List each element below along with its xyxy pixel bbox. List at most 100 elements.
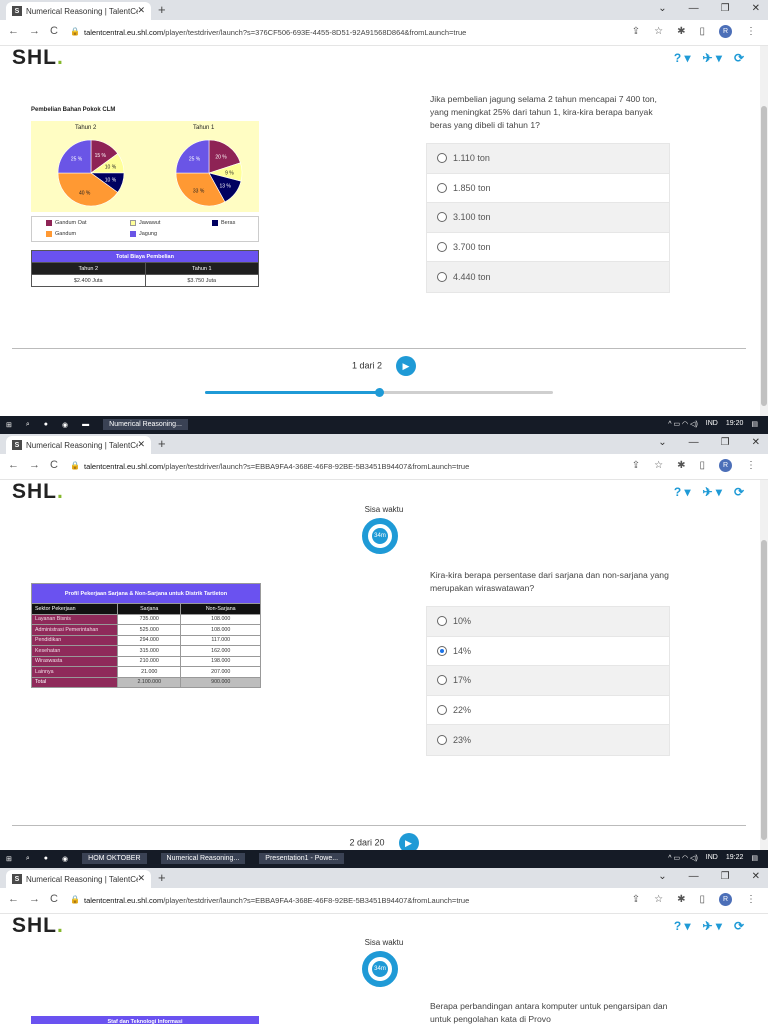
- notification-icon[interactable]: ▤: [751, 855, 758, 862]
- taskbar-app-icon[interactable]: ●: [43, 421, 49, 428]
- side-panel-icon[interactable]: ▯: [699, 894, 705, 905]
- reload-icon[interactable]: C: [50, 459, 58, 471]
- answer-option[interactable]: 1.110 ton: [427, 144, 669, 174]
- answer-option[interactable]: 14%: [427, 637, 669, 666]
- profile-avatar[interactable]: R: [719, 25, 732, 38]
- radio-icon[interactable]: [437, 153, 447, 164]
- taskbar-window-button[interactable]: Numerical Reasoning...: [160, 853, 246, 864]
- help-icon[interactable]: ? ▾: [673, 485, 691, 499]
- lock-icon[interactable]: 🔒: [70, 461, 80, 470]
- profile-avatar[interactable]: R: [719, 893, 732, 906]
- notification-icon[interactable]: ▤: [751, 421, 758, 428]
- exit-icon[interactable]: ⟳: [733, 485, 744, 499]
- firefox-icon[interactable]: ◉: [62, 421, 69, 429]
- answer-option[interactable]: 3.100 ton: [427, 203, 669, 233]
- url-field[interactable]: talentcentral.eu.shl.com/player/testdriv…: [84, 896, 469, 905]
- back-icon[interactable]: ←: [8, 893, 19, 905]
- minimize-icon[interactable]: —: [688, 437, 699, 448]
- browser-tab[interactable]: S Numerical Reasoning | TalentCe ✕: [6, 2, 151, 20]
- restore-icon[interactable]: ❐: [720, 437, 730, 448]
- exit-icon[interactable]: ⟳: [733, 919, 744, 933]
- browser-tab[interactable]: S Numerical Reasoning | TalentCe ✕: [6, 870, 151, 888]
- tab-search-icon[interactable]: ⌄: [658, 437, 667, 448]
- forward-icon[interactable]: →: [29, 25, 40, 37]
- new-tab-icon[interactable]: +: [158, 2, 166, 17]
- forward-icon[interactable]: →: [29, 459, 40, 471]
- radio-icon[interactable]: [437, 616, 447, 627]
- extensions-icon[interactable]: ✱: [677, 894, 686, 905]
- close-window-icon[interactable]: ✕: [751, 3, 760, 14]
- extensions-icon[interactable]: ✱: [677, 26, 686, 37]
- accessibility-icon[interactable]: ✈ ▾: [702, 51, 722, 65]
- accessibility-icon[interactable]: ✈ ▾: [702, 485, 722, 499]
- scrollbar-thumb[interactable]: [761, 106, 767, 406]
- restore-icon[interactable]: ❐: [720, 3, 730, 14]
- radio-icon[interactable]: [437, 271, 447, 282]
- url-field[interactable]: talentcentral.eu.shl.com/player/testdriv…: [84, 28, 466, 37]
- taskbar-search-icon[interactable]: ⌕: [25, 420, 30, 428]
- forward-icon[interactable]: →: [29, 893, 40, 905]
- restore-icon[interactable]: ❐: [720, 871, 730, 882]
- language-indicator[interactable]: IND: [705, 854, 718, 861]
- side-panel-icon[interactable]: ▯: [699, 460, 705, 471]
- help-icon[interactable]: ? ▾: [673, 51, 691, 65]
- next-button[interactable]: ▶: [398, 833, 419, 850]
- menu-icon[interactable]: ⋮: [746, 894, 756, 905]
- profile-avatar[interactable]: R: [719, 459, 732, 472]
- close-window-icon[interactable]: ✕: [751, 437, 760, 448]
- close-tab-icon[interactable]: ✕: [137, 873, 145, 883]
- share-icon[interactable]: ⇪: [631, 460, 641, 471]
- tab-search-icon[interactable]: ⌄: [658, 871, 667, 882]
- scrollbar[interactable]: [760, 480, 768, 850]
- scrollbar-thumb[interactable]: [761, 540, 767, 840]
- share-icon[interactable]: ⇪: [631, 894, 641, 905]
- browser-tab[interactable]: S Numerical Reasoning | TalentCe ✕: [6, 436, 151, 454]
- lock-icon[interactable]: 🔒: [70, 27, 80, 36]
- folder-icon[interactable]: ▬: [82, 421, 90, 428]
- radio-icon[interactable]: [437, 734, 447, 745]
- lock-icon[interactable]: 🔒: [70, 895, 80, 904]
- close-window-icon[interactable]: ✕: [751, 871, 760, 882]
- reload-icon[interactable]: C: [50, 893, 58, 905]
- back-icon[interactable]: ←: [8, 25, 19, 37]
- radio-icon[interactable]: [437, 241, 447, 252]
- clock[interactable]: 19:22: [725, 854, 744, 861]
- answer-option[interactable]: 22%: [427, 696, 669, 725]
- bookmark-star-icon[interactable]: ☆: [654, 26, 664, 37]
- tray-icons[interactable]: ^ ▭ ◠ ◁): [668, 421, 698, 428]
- radio-icon[interactable]: [437, 704, 447, 715]
- next-button[interactable]: ▶: [396, 356, 417, 376]
- taskbar-app-icon[interactable]: ●: [43, 855, 49, 862]
- exit-icon[interactable]: ⟳: [733, 51, 744, 65]
- radio-icon[interactable]: [437, 182, 447, 193]
- accessibility-icon[interactable]: ✈ ▾: [702, 919, 722, 933]
- answer-option[interactable]: 1.850 ton: [427, 174, 669, 203]
- new-tab-icon[interactable]: +: [158, 870, 166, 885]
- extensions-icon[interactable]: ✱: [677, 460, 686, 471]
- taskbar-search-icon[interactable]: ⌕: [25, 854, 30, 862]
- bookmark-star-icon[interactable]: ☆: [654, 460, 664, 471]
- radio-icon[interactable]: [437, 675, 447, 686]
- close-tab-icon[interactable]: ✕: [137, 439, 145, 449]
- help-icon[interactable]: ? ▾: [673, 919, 691, 933]
- windows-start-icon[interactable]: ⊞: [6, 855, 12, 863]
- minimize-icon[interactable]: —: [688, 871, 699, 882]
- radio-icon[interactable]: [437, 212, 447, 223]
- windows-start-icon[interactable]: ⊞: [6, 421, 12, 429]
- menu-icon[interactable]: ⋮: [746, 460, 756, 471]
- radio-selected-icon[interactable]: [437, 645, 447, 656]
- bookmark-star-icon[interactable]: ☆: [654, 894, 664, 905]
- taskbar-window-button[interactable]: HOM OKTOBER: [82, 853, 147, 864]
- menu-icon[interactable]: ⋮: [746, 26, 756, 37]
- answer-option[interactable]: 10%: [427, 607, 669, 637]
- scrollbar[interactable]: [760, 46, 768, 416]
- back-icon[interactable]: ←: [8, 459, 19, 471]
- new-tab-icon[interactable]: +: [158, 436, 166, 451]
- side-panel-icon[interactable]: ▯: [699, 26, 705, 37]
- reload-icon[interactable]: C: [50, 25, 58, 37]
- url-field[interactable]: talentcentral.eu.shl.com/player/testdriv…: [84, 462, 469, 471]
- taskbar-window-button[interactable]: Numerical Reasoning...: [103, 419, 188, 430]
- clock[interactable]: 19:20: [725, 420, 744, 427]
- answer-option[interactable]: 4.440 ton: [427, 262, 669, 292]
- firefox-icon[interactable]: ◉: [62, 855, 69, 863]
